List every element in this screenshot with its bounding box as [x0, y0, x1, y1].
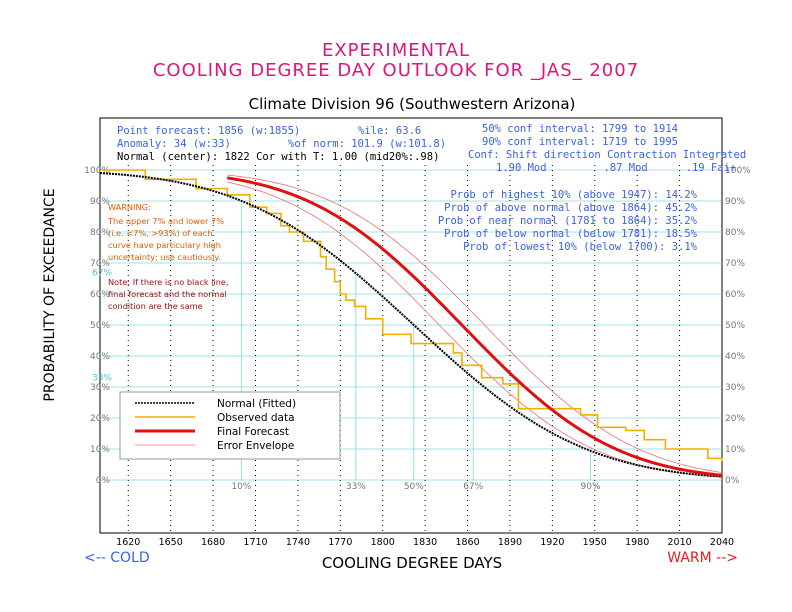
x-tick-label: 1830: [413, 537, 437, 548]
legend-label-envelope: Error Envelope: [217, 440, 294, 452]
y-tick-label-right: 60%: [725, 290, 745, 300]
y-tick-label-right: 100%: [725, 166, 751, 176]
title-line1: EXPERIMENTAL: [322, 40, 470, 61]
note-line-3: condition are the same: [108, 301, 203, 311]
x-tick-label: 1770: [328, 537, 352, 548]
y-tick-labels: 0% 10% 20% 30% 40% 50% 60% 70% 80% 90% 100% 0% 10% 20…: [84, 166, 751, 486]
y-marker-label: 67%: [92, 268, 112, 278]
normal-fitted-line: [99, 172, 723, 478]
x-tick-label: 1620: [116, 537, 140, 548]
y-tick-label-right: 80%: [725, 228, 745, 238]
y-tick-label-left: 70%: [90, 259, 110, 269]
y-tick-label-left: 90%: [90, 197, 110, 207]
prob-lowest-text: Prob of lowest 10% (below 1700): 3.1%: [463, 241, 698, 253]
percentile-marker-label: 10%: [231, 482, 251, 492]
x-tick-labels: 1620 1650 1680 1710 1740 1770 1800 1830 1860 1890…: [116, 537, 734, 548]
x-tick-label: 2040: [710, 537, 734, 548]
y-tick-label-right: 40%: [725, 352, 745, 362]
legend-label-normal: Normal (Fitted): [217, 398, 296, 410]
note-line-2: final forecast and the normal: [108, 289, 227, 299]
y-tick-label-left: 40%: [90, 352, 110, 362]
probability-list: Prob of highest 10% (above 1947): 14.2% …: [438, 189, 698, 253]
y-tick-label-left: 80%: [90, 228, 110, 238]
info-block: Point forecast: 1856 (w:1855) %ile: 63.6…: [117, 123, 746, 174]
note-block: Note: If there is no black line, final f…: [108, 277, 229, 311]
warning-line-5: uncertainty; use cautiously.: [108, 252, 221, 262]
plot-frame: [99, 117, 723, 534]
x-tick-label: 1800: [371, 537, 395, 548]
y-tick-label-right: 20%: [725, 414, 745, 424]
percentile-marker-label: 50%: [404, 482, 424, 492]
y-tick-label-left: 100%: [84, 166, 110, 176]
warning-line-1: WARNING:: [108, 202, 151, 212]
y-tick-label-right: 0%: [725, 476, 740, 486]
warning-line-4: curve have particulary high: [108, 240, 221, 250]
y-tick-label-right: 30%: [725, 383, 745, 393]
x-tick-label: 1680: [201, 537, 225, 548]
conf50-text: 50% conf interval: 1799 to 1914: [482, 123, 678, 135]
series-group: [99, 169, 723, 478]
percentile-marker-label: 67%: [463, 482, 483, 492]
y-tick-label-left: 20%: [90, 414, 110, 424]
y-tick-label-right: 70%: [725, 259, 745, 269]
x-axis-label: COOLING DEGREE DAYS: [322, 554, 502, 572]
normal-center-text: Normal (center): 1822 Cor with T: 1.00 (…: [117, 151, 439, 163]
point-forecast-text: Point forecast: 1856 (w:1855): [117, 125, 300, 137]
conf90-text: 90% conf interval: 1719 to 1995: [482, 136, 678, 148]
y-tick-label-right: 90%: [725, 197, 745, 207]
warning-line-3: (i.e. <7%, >93%) of each: [108, 228, 212, 238]
y-tick-label-left: 30%: [90, 383, 110, 393]
prob-near-text: Prob of near normal (1781 to 1864): 35.2…: [438, 215, 698, 227]
final-forecast-line: [226, 176, 723, 477]
x-tick-label: 1980: [625, 537, 649, 548]
y-tick-label-right: 50%: [725, 321, 745, 331]
x-tick-label: 1710: [243, 537, 267, 548]
warning-block: WARNING: The upper 7% and lower 7% (i.e.…: [107, 202, 224, 262]
y-tick-label-left: 50%: [90, 321, 110, 331]
y-tick-label-left: 0%: [96, 476, 111, 486]
x-tick-label: 1890: [498, 537, 522, 548]
x-tick-label: 1920: [540, 537, 564, 548]
error-envelope-upper-line: [227, 174, 723, 473]
x-tick-label: 1740: [286, 537, 310, 548]
cold-label: <-- COLD: [84, 550, 150, 566]
prob-highest-text: Prob of highest 10% (above 1947): 14.2%: [450, 189, 697, 201]
percent-of-normal-text: %of norm: 101.9 (w:101.8): [288, 138, 446, 150]
y-tick-label-left: 10%: [90, 445, 110, 455]
legend: Normal (Fitted) Observed data Final Fore…: [119, 391, 341, 460]
warning-line-2: The upper 7% and lower 7%: [107, 216, 224, 226]
title-line2: COOLING DEGREE DAY OUTLOOK FOR _JAS_ 200…: [153, 60, 639, 81]
percentile-marker-label: 33%: [346, 482, 366, 492]
x-tick-label: 1950: [583, 537, 607, 548]
percentile-marker-label: 90%: [581, 482, 601, 492]
percentile-text: %ile: 63.6: [358, 125, 421, 137]
legend-label-observed: Observed data: [217, 412, 295, 424]
y-tick-label-left: 60%: [90, 290, 110, 300]
y-tick-label-right: 10%: [725, 445, 745, 455]
conf-values-text: 1.90 Mod .87 Mod .19 Fai+: [496, 162, 736, 174]
y-axis-label: PROBABILITY OF EXCEEDANCE: [42, 188, 58, 401]
x-tick-label: 1650: [159, 537, 183, 548]
x-tick-label: 1860: [455, 537, 479, 548]
chart-subtitle: Climate Division 96 (Southwestern Arizon…: [249, 95, 576, 113]
prob-above-text: Prob of above normal (above 1864): 45.2%: [444, 202, 698, 214]
note-line-1: Note: If there is no black line,: [108, 277, 229, 287]
conf-header-text: Conf: Shift direction Contraction Integr…: [468, 149, 746, 161]
prob-below-text: Prob of below normal (below 1781): 18.5%: [444, 228, 698, 240]
y-marker-label: 33%: [92, 374, 112, 384]
anomaly-text: Anomaly: 34 (w:33): [117, 138, 231, 150]
warm-label: WARM -->: [667, 550, 738, 566]
percentile-markers: 10% 33% 50% 67% 90% 67% 33%: [92, 200, 601, 492]
x-tick-label: 2010: [667, 537, 691, 548]
legend-label-forecast: Final Forecast: [217, 426, 289, 438]
